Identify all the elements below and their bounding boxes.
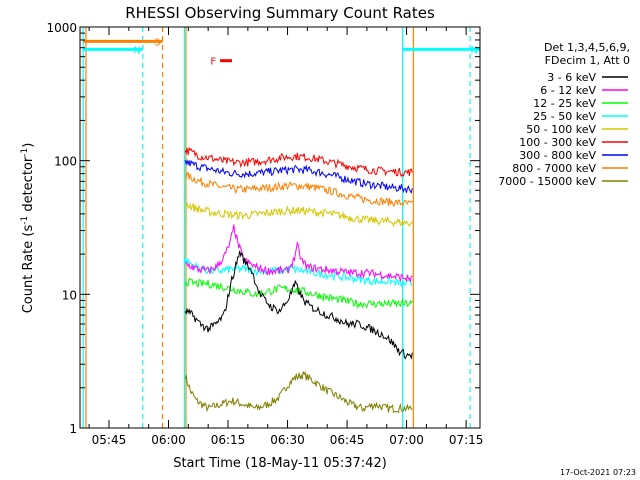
x-tick-label-06-30: 06:30	[270, 433, 305, 447]
series-25-50-kev	[184, 258, 413, 287]
y-tick-label-1: 1	[69, 422, 77, 436]
series-7000-15000-kev	[184, 370, 413, 414]
y-tick-label-10: 10	[62, 288, 77, 302]
y-axis-label-sup1: -1	[20, 216, 30, 225]
legend-header-2: FDecim 1, Att 0	[545, 54, 630, 67]
y-tick-label-1000: 1000	[46, 21, 77, 35]
legend-label-25-50-kev: 25 - 50 keV	[533, 110, 596, 123]
legend-label-7000-15000-kev: 7000 - 15000 keV	[498, 175, 596, 188]
legend-label-12-25-kev: 12 - 25 keV	[533, 97, 596, 110]
legend-label-3-6-kev: 3 - 6 keV	[547, 71, 596, 84]
series-100-300-kev	[184, 146, 413, 178]
x-axis: 05:45 06:00 06:15 06:30 06:45 07:00 07:15	[88, 27, 484, 447]
y-axis-label: Count Rate (s-1 detector-1)	[20, 143, 36, 314]
legend-label-800-7000-kev: 800 - 7000 keV	[512, 162, 596, 175]
y-axis-label-end: )	[21, 143, 36, 148]
x-tick-label-06-00: 06:00	[151, 433, 186, 447]
y-axis: 1 10 100 1000	[46, 21, 480, 436]
legend-label-50-100-kev: 50 - 100 keV	[526, 123, 596, 136]
flag-label-n-1: N	[133, 45, 140, 56]
chart-title: RHESSI Observing Summary Count Rates	[125, 4, 435, 22]
series-50-100-kev	[184, 201, 413, 228]
y-tick-label-100: 100	[54, 155, 77, 169]
flag-layer: S N N F	[82, 27, 480, 428]
legend: Det 1,3,4,5,6,9, FDecim 1, Att 0 3 - 6 k…	[498, 41, 630, 188]
legend-label-6-12-kev: 6 - 12 keV	[540, 84, 596, 97]
x-tick-label-06-45: 06:45	[330, 433, 365, 447]
flag-label-s-0: S	[154, 37, 160, 48]
y-axis-label-mid: detector	[21, 156, 36, 216]
series-300-800-kev	[184, 158, 413, 194]
flag-label-n-2: N	[471, 45, 478, 56]
series-12-25-kev	[184, 277, 413, 310]
x-tick-label-05-45: 05:45	[92, 433, 127, 447]
series-800-7000-kev	[184, 171, 413, 208]
series-layer	[184, 146, 413, 414]
series-6-12-kev	[185, 224, 413, 284]
series-3-6-kev	[184, 250, 413, 360]
x-tick-label-07-00: 07:00	[389, 433, 424, 447]
flag-label-f-3: F	[210, 57, 216, 68]
y-axis-label-main: Count Rate (s	[21, 225, 36, 314]
legend-header-1: Det 1,3,4,5,6,9,	[544, 41, 630, 54]
legend-label-100-300-kev: 100 - 300 keV	[519, 136, 596, 149]
x-axis-label: Start Time (18-May-11 05:37:42)	[173, 456, 387, 471]
x-tick-label-07-15: 07:15	[449, 433, 484, 447]
x-tick-label-06-15: 06:15	[211, 433, 246, 447]
plot-frame	[79, 26, 481, 429]
y-axis-label-sup2: -1	[20, 148, 30, 157]
legend-label-300-800-kev: 300 - 800 keV	[519, 149, 596, 162]
footer-date: 17-Oct-2021 07:23	[560, 468, 636, 477]
